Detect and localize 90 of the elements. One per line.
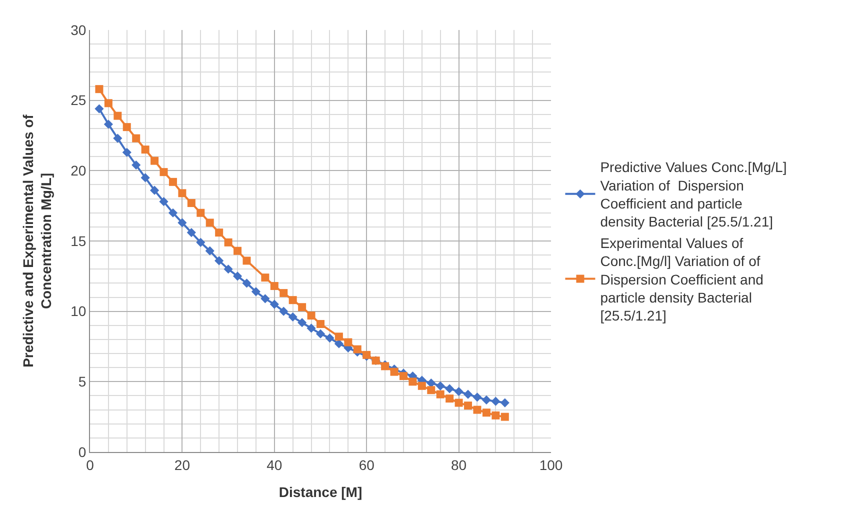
y-tick-label: 20: [70, 162, 86, 179]
point: [132, 134, 140, 142]
point: [104, 120, 113, 129]
point: [113, 134, 122, 143]
point: [399, 372, 408, 380]
point: [306, 324, 316, 333]
point: [261, 274, 270, 282]
y-tick-label: 10: [70, 303, 86, 320]
point: [150, 186, 160, 195]
point: [224, 264, 233, 274]
point: [288, 296, 297, 304]
legend-label: Predictive Values Conc.[Mg/L] Variation of Dispersion Coefficient and particle density Bacterial [25.5/1.21]: [600, 159, 787, 230]
x-tick-label: 20: [174, 456, 190, 473]
point: [150, 156, 159, 165]
point: [141, 146, 150, 154]
point: [454, 398, 463, 407]
point: [94, 104, 104, 114]
point: [95, 85, 104, 94]
point: [500, 398, 510, 408]
point: [242, 256, 251, 265]
point: [187, 199, 196, 208]
point: [408, 378, 417, 386]
point: [104, 99, 112, 108]
point: [122, 148, 132, 157]
point: [353, 345, 362, 354]
point: [464, 402, 472, 410]
point: [140, 173, 150, 182]
point: [492, 411, 500, 420]
point: [232, 272, 242, 281]
point: [280, 289, 288, 298]
x-tick-label: 100: [539, 456, 563, 473]
point: [234, 246, 242, 255]
point: [270, 282, 278, 290]
point: [159, 197, 168, 206]
point: [122, 123, 131, 132]
point: [160, 168, 168, 176]
point: [270, 300, 279, 309]
point: [344, 338, 352, 346]
y-tick-label: 0: [78, 444, 86, 460]
point: [132, 160, 141, 170]
point: [205, 246, 214, 256]
point: [178, 189, 186, 198]
point: [436, 381, 445, 390]
point: [114, 112, 122, 120]
y-tick-label: 25: [70, 92, 86, 108]
point: [251, 287, 261, 296]
point: [196, 208, 205, 217]
point: [334, 332, 343, 341]
point: [214, 256, 224, 266]
point: [168, 178, 177, 186]
y-tick-label: 30: [70, 22, 86, 38]
point: [454, 386, 464, 396]
point: [446, 394, 454, 403]
legend-label: Experimental Values of Conc.[Mg/l] Variation of of Dispersion Coefficient and particle density Bacterial [25.5/1.21]: [600, 234, 764, 324]
x-axis-title: Distance [M]: [278, 484, 362, 500]
point: [242, 278, 252, 288]
y-axis-title: Predictive and Experimental Values of Concentration Mg/L]: [20, 114, 54, 368]
point: [418, 382, 426, 390]
point: [298, 318, 307, 328]
x-tick-label: 40: [266, 456, 282, 473]
point: [196, 238, 206, 247]
y-tick-label: 5: [78, 374, 86, 390]
point: [178, 218, 187, 228]
point: [307, 312, 316, 320]
point: [473, 406, 482, 414]
point: [491, 396, 500, 406]
point: [482, 395, 492, 404]
point: [316, 329, 326, 338]
point: [316, 320, 324, 328]
point: [390, 368, 398, 376]
point: [215, 228, 224, 237]
point: [463, 390, 473, 399]
point: [186, 228, 196, 238]
point: [427, 386, 436, 394]
point: [500, 412, 509, 421]
y-tick-label: 15: [70, 232, 86, 249]
point: [279, 306, 288, 316]
point: [298, 303, 306, 312]
point: [325, 334, 334, 343]
point: [288, 312, 298, 322]
point: [224, 238, 232, 246]
point: [168, 208, 178, 218]
point: [445, 384, 454, 394]
x-tick-label: 60: [358, 456, 375, 473]
point: [482, 408, 490, 417]
x-tick-label: 80: [451, 456, 467, 473]
point: [436, 390, 444, 398]
point: [472, 392, 482, 402]
point: [260, 294, 270, 304]
point: [206, 218, 214, 227]
